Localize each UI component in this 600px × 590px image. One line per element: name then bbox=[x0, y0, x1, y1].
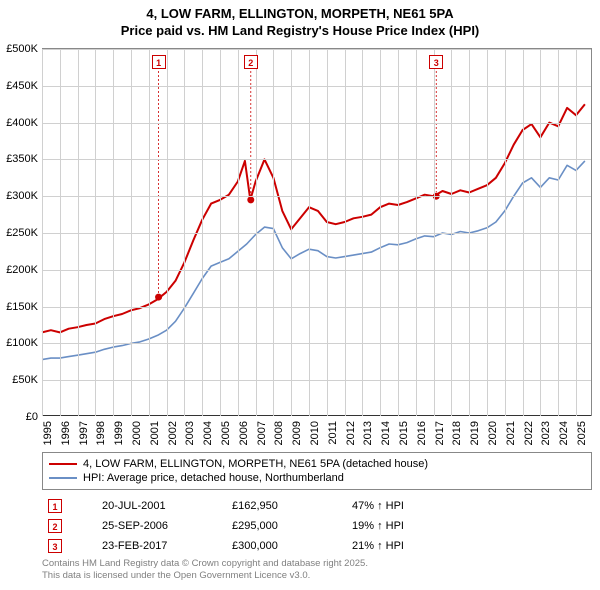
y-tick-label: £250K bbox=[6, 227, 42, 239]
info-price: £295,000 bbox=[232, 520, 352, 532]
plot-area: £0£50K£100K£150K£200K£250K£300K£350K£400… bbox=[42, 48, 592, 416]
gridline-v bbox=[95, 49, 96, 416]
gridline-v bbox=[576, 49, 577, 416]
y-tick-label: £0 bbox=[26, 411, 42, 423]
info-marker: 1 bbox=[48, 499, 62, 513]
info-marker: 3 bbox=[48, 539, 62, 553]
gridline-v bbox=[220, 49, 221, 416]
info-row: 2 25-SEP-2006£295,00019% ↑ HPI bbox=[42, 516, 592, 536]
gridline-v bbox=[540, 49, 541, 416]
marker-dot bbox=[247, 196, 254, 203]
legend-label: 4, LOW FARM, ELLINGTON, MORPETH, NE61 5P… bbox=[83, 458, 428, 470]
legend-item: 4, LOW FARM, ELLINGTON, MORPETH, NE61 5P… bbox=[49, 457, 585, 471]
legend-item: HPI: Average price, detached house, Nort… bbox=[49, 471, 585, 485]
info-hpi: 21% ↑ HPI bbox=[352, 540, 592, 552]
gridline-v bbox=[42, 49, 43, 416]
gridline-v bbox=[558, 49, 559, 416]
gridline-v bbox=[202, 49, 203, 416]
legend: 4, LOW FARM, ELLINGTON, MORPETH, NE61 5P… bbox=[42, 452, 592, 490]
y-tick-label: £350K bbox=[6, 153, 42, 165]
gridline-v bbox=[291, 49, 292, 416]
y-tick-label: £150K bbox=[6, 301, 42, 313]
legend-label: HPI: Average price, detached house, Nort… bbox=[83, 472, 344, 484]
gridline-h bbox=[42, 307, 591, 308]
gridline-v bbox=[487, 49, 488, 416]
marker-dot bbox=[155, 294, 162, 301]
gridline-v bbox=[256, 49, 257, 416]
gridline-v bbox=[345, 49, 346, 416]
footer-line2: This data is licensed under the Open Gov… bbox=[42, 570, 592, 582]
gridline-h bbox=[42, 86, 591, 87]
y-tick-label: £450K bbox=[6, 80, 42, 92]
info-price: £162,950 bbox=[232, 500, 352, 512]
legend-swatch bbox=[49, 477, 77, 479]
gridline-v bbox=[184, 49, 185, 416]
info-hpi: 19% ↑ HPI bbox=[352, 520, 592, 532]
gridline-v bbox=[398, 49, 399, 416]
y-tick-label: £400K bbox=[6, 117, 42, 129]
info-price: £300,000 bbox=[232, 540, 352, 552]
marker-label: 2 bbox=[244, 55, 258, 69]
footer-line1: Contains HM Land Registry data © Crown c… bbox=[42, 558, 592, 570]
gridline-h bbox=[42, 123, 591, 124]
marker-label: 1 bbox=[152, 55, 166, 69]
gridline-v bbox=[434, 49, 435, 416]
info-marker: 2 bbox=[48, 519, 62, 533]
gridline-v bbox=[78, 49, 79, 416]
gridline-h bbox=[42, 49, 591, 50]
chart-title-line1: 4, LOW FARM, ELLINGTON, MORPETH, NE61 5P… bbox=[0, 0, 600, 23]
y-tick-label: £50K bbox=[12, 374, 42, 386]
gridline-h bbox=[42, 270, 591, 271]
gridline-v bbox=[167, 49, 168, 416]
gridline-v bbox=[149, 49, 150, 416]
gridline-h bbox=[42, 159, 591, 160]
y-tick-label: £100K bbox=[6, 337, 42, 349]
gridline-v bbox=[60, 49, 61, 416]
gridline-h bbox=[42, 196, 591, 197]
info-date: 20-JUL-2001 bbox=[102, 500, 232, 512]
gridline-v bbox=[273, 49, 274, 416]
chart-container: 4, LOW FARM, ELLINGTON, MORPETH, NE61 5P… bbox=[0, 0, 600, 590]
gridline-v bbox=[451, 49, 452, 416]
gridline-v bbox=[523, 49, 524, 416]
gridline-v bbox=[238, 49, 239, 416]
gridline-v bbox=[131, 49, 132, 416]
y-tick-label: £200K bbox=[6, 264, 42, 276]
gridline-v bbox=[380, 49, 381, 416]
series-line bbox=[42, 161, 585, 360]
y-tick-label: £300K bbox=[6, 190, 42, 202]
gridline-v bbox=[327, 49, 328, 416]
gridline-h bbox=[42, 233, 591, 234]
info-date: 25-SEP-2006 bbox=[102, 520, 232, 532]
gridline-v bbox=[362, 49, 363, 416]
marker-label: 3 bbox=[429, 55, 443, 69]
series-line bbox=[42, 104, 585, 332]
gridline-h bbox=[42, 380, 591, 381]
gridline-h bbox=[42, 343, 591, 344]
chart-title-line2: Price paid vs. HM Land Registry's House … bbox=[0, 23, 600, 42]
info-row: 3 23-FEB-2017£300,00021% ↑ HPI bbox=[42, 536, 592, 556]
gridline-v bbox=[309, 49, 310, 416]
gridline-v bbox=[505, 49, 506, 416]
gridline-v bbox=[416, 49, 417, 416]
gridline-v bbox=[469, 49, 470, 416]
legend-swatch bbox=[49, 463, 77, 465]
footer-attribution: Contains HM Land Registry data © Crown c… bbox=[42, 558, 592, 582]
marker-info-table: 1 20-JUL-2001£162,95047% ↑ HPI 2 25-SEP-200… bbox=[42, 496, 592, 556]
info-date: 23-FEB-2017 bbox=[102, 540, 232, 552]
gridline-v bbox=[113, 49, 114, 416]
y-tick-label: £500K bbox=[6, 43, 42, 55]
info-hpi: 47% ↑ HPI bbox=[352, 500, 592, 512]
info-row: 1 20-JUL-2001£162,95047% ↑ HPI bbox=[42, 496, 592, 516]
